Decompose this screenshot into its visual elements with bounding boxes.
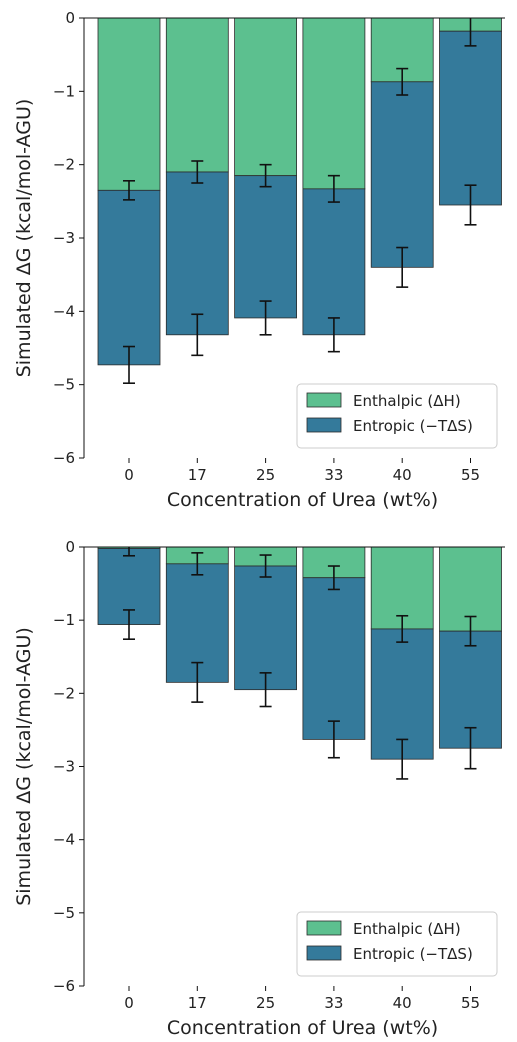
legend-label: Enthalpic (ΔH) bbox=[353, 392, 461, 410]
x-tick-label: 40 bbox=[393, 994, 412, 1012]
x-axis-label: Concentration of Urea (wt%) bbox=[167, 1017, 438, 1039]
bar-entropic bbox=[302, 577, 366, 740]
legend: Enthalpic (ΔH) Entropic (−TΔS) bbox=[296, 383, 498, 449]
x-tick-label: 17 bbox=[188, 466, 207, 484]
legend-swatch bbox=[306, 417, 342, 433]
bar-entropic bbox=[234, 565, 298, 691]
legend-swatch bbox=[306, 920, 342, 936]
bar-entropic bbox=[165, 171, 229, 336]
legend-label: Enthalpic (ΔH) bbox=[353, 920, 461, 938]
bar-enthalpic bbox=[165, 17, 229, 173]
x-tick-label: 25 bbox=[256, 466, 275, 484]
bar-entropic bbox=[439, 30, 502, 206]
x-tick-label: 40 bbox=[393, 466, 412, 484]
x-tick-label: 25 bbox=[256, 994, 275, 1012]
x-tick-label: 55 bbox=[461, 466, 480, 484]
legend-label: Entropic (−TΔS) bbox=[353, 945, 473, 963]
bar-entropic bbox=[302, 188, 366, 336]
y-tick-label: −6 bbox=[53, 977, 75, 995]
y-tick-label: −5 bbox=[53, 376, 75, 394]
legend-swatch bbox=[306, 392, 342, 408]
y-tick-label: −6 bbox=[53, 449, 75, 467]
x-tick-label: 33 bbox=[324, 466, 343, 484]
y-tick-label: −4 bbox=[53, 831, 75, 849]
y-tick-label: −5 bbox=[53, 904, 75, 922]
y-tick-label: −1 bbox=[53, 82, 75, 100]
legend-box bbox=[296, 911, 498, 977]
bar-entropic bbox=[97, 189, 161, 366]
bar-enthalpic bbox=[234, 17, 298, 177]
chart-panel-2: 0 −1 −2 −3 −4 −5 −6 0 17 25 33 40 55 Concentration of… bbox=[13, 538, 505, 1039]
x-tick-label: 17 bbox=[188, 994, 207, 1012]
bar-entropic bbox=[234, 175, 298, 319]
legend-label: Entropic (−TΔS) bbox=[353, 417, 473, 435]
y-tick-label: −2 bbox=[53, 156, 75, 174]
bar-enthalpic bbox=[302, 17, 366, 190]
legend: Enthalpic (ΔH) Entropic (−TΔS) bbox=[296, 911, 498, 977]
y-tick-label: 0 bbox=[65, 9, 75, 27]
y-tick-label: −3 bbox=[53, 758, 75, 776]
y-tick-label: −3 bbox=[53, 229, 75, 247]
y-tick-label: −1 bbox=[53, 611, 75, 629]
x-tick-label: 55 bbox=[461, 994, 480, 1012]
y-tick-label: 0 bbox=[65, 538, 75, 556]
x-tick-label: 0 bbox=[124, 994, 134, 1012]
chart-panel-1: 0 −1 −2 −3 −4 −5 −6 0 17 25 33 40 55 Concentration of… bbox=[13, 9, 505, 511]
x-tick-label: 0 bbox=[124, 466, 134, 484]
legend-swatch bbox=[306, 945, 342, 961]
x-axis-label: Concentration of Urea (wt%) bbox=[167, 489, 438, 511]
bar-enthalpic bbox=[97, 17, 161, 191]
y-axis-label: Simulated ΔG (kcal/mol-AGU) bbox=[13, 627, 35, 906]
legend-box bbox=[296, 383, 498, 449]
x-tick-label: 33 bbox=[324, 994, 343, 1012]
y-tick-label: −4 bbox=[53, 302, 75, 320]
bar-entropic bbox=[370, 628, 434, 760]
y-tick-label: −2 bbox=[53, 684, 75, 702]
bar-entropic bbox=[370, 81, 434, 268]
y-axis-label: Simulated ΔG (kcal/mol-AGU) bbox=[13, 99, 35, 378]
